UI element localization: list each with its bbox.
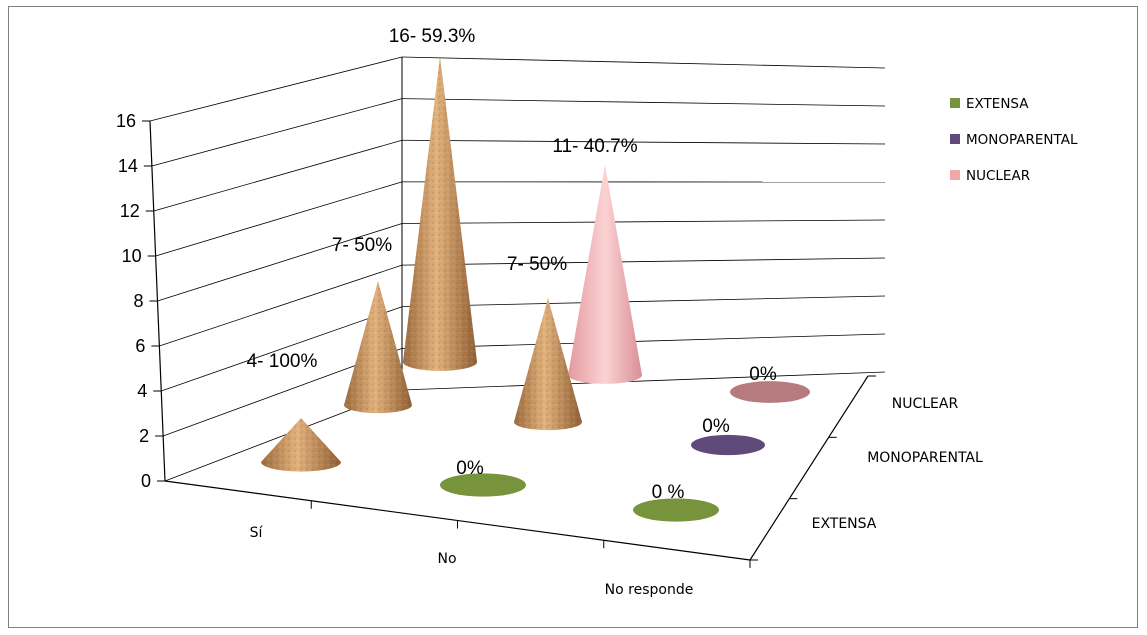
cone-mark [730, 381, 810, 403]
y-tick-label: 12 [120, 201, 140, 221]
cone-mark [440, 473, 526, 497]
gridline [161, 295, 886, 392]
x-category-label: No [437, 551, 456, 567]
legend-label: NUCLEAR [966, 168, 1030, 184]
cone-mark [691, 434, 765, 456]
data-label: 11- 40.7% [552, 136, 637, 157]
y-tick-label: 0 [141, 471, 151, 491]
y-tick-label: 14 [118, 156, 138, 176]
y-tick-label: 6 [135, 336, 145, 356]
legend-entry: EXTENSA [950, 96, 1029, 112]
gridline [159, 257, 886, 347]
y-tick-label: 8 [133, 291, 143, 311]
cone-mark [514, 298, 582, 431]
depth-label: MONOPARENTAL [867, 450, 983, 466]
cone-mark [403, 56, 478, 371]
depth-label: EXTENSA [812, 516, 877, 532]
data-label: 4- 100% [247, 351, 318, 372]
cone-mark [568, 164, 642, 384]
data-label: 0% [749, 364, 777, 385]
y-tick-label: 10 [122, 246, 142, 266]
depth-axis-line [749, 375, 869, 561]
depth-label: NUCLEAR [892, 396, 959, 412]
legend-label: MONOPARENTAL [966, 132, 1078, 148]
gridline [149, 56, 886, 122]
data-label: 7- 50% [332, 235, 392, 256]
legend-swatch [950, 98, 960, 108]
legend-label: EXTENSA [966, 96, 1029, 112]
data-label: 7- 50% [507, 254, 567, 275]
cone-mark [261, 418, 341, 472]
cone-mark [633, 498, 719, 522]
data-label: 0% [456, 458, 484, 479]
gridline [155, 181, 886, 257]
cone-mark [344, 281, 412, 414]
legend-swatch [950, 134, 960, 144]
gridline [153, 139, 886, 212]
x-category-label: Sí [250, 525, 264, 541]
x-category-label: No responde [605, 582, 694, 598]
gridline [151, 98, 886, 167]
data-label: 0 % [652, 482, 685, 503]
y-tick-label: 16 [116, 111, 136, 131]
legend-entry: NUCLEAR [950, 168, 1030, 184]
data-label: 0% [702, 416, 730, 437]
y-axis-line [149, 120, 166, 482]
y-tick-label: 4 [137, 381, 147, 401]
chart-frame [8, 6, 1138, 628]
y-tick-label: 2 [139, 426, 149, 446]
gridline [157, 219, 886, 302]
data-label: 16- 59.3% [389, 26, 476, 47]
legend-entry: MONOPARENTAL [950, 132, 1078, 148]
legend-swatch [950, 170, 960, 180]
